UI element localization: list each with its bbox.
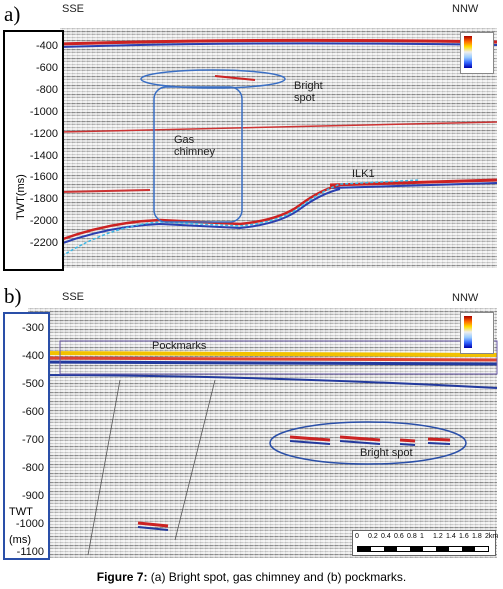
direction: SSE	[62, 291, 85, 303]
tick-label: -2000	[29, 215, 58, 228]
scale-label: 0.8	[407, 533, 417, 540]
scale-label: 0	[355, 533, 359, 540]
scale-label: 1.6	[459, 533, 469, 540]
tick-label: -1600	[29, 171, 58, 184]
scale-label: 1.4	[446, 533, 456, 540]
scale-label: 2km	[485, 533, 499, 540]
colorbar	[460, 312, 494, 354]
scale-label: 0.2	[368, 533, 378, 540]
direction: SSE	[62, 3, 85, 15]
tick-label: -400	[21, 350, 44, 362]
annotation: Pockmarks	[152, 340, 207, 352]
axis-title: TWT(ms)	[15, 174, 27, 220]
panel-label: a)	[4, 2, 21, 26]
direction: NNW	[452, 292, 479, 304]
annotation: Bright spot	[360, 447, 413, 459]
caption-label: Figure 7:	[96, 570, 148, 584]
tick-label: -900	[21, 490, 44, 502]
axis-box: TWT(ms) -400 -600 -800 -1000 -1200 -1400 -1600…	[3, 30, 64, 271]
tick-label: -500	[21, 378, 44, 390]
scale-label: 1	[420, 533, 424, 540]
tick-label: -1100	[16, 546, 44, 558]
tick-label: -2200	[29, 237, 58, 250]
scale-label: 1.2	[433, 533, 443, 540]
axis-box: -300 -400 -500 -600 -700 -800 -900 -1000 -1100 TW…	[3, 312, 50, 560]
annotation: ILK1	[352, 168, 375, 180]
tick-label: -800	[21, 462, 44, 474]
tick-label: -1800	[29, 193, 58, 206]
caption-text: (a) Bright spot, gas chimney and (b) poc…	[150, 570, 407, 584]
seismic-section	[28, 308, 497, 558]
axis-title: (ms)	[9, 534, 31, 546]
tick-label: -1000	[15, 518, 44, 530]
scale-bar: 0 0.2 0.4 0.6 0.8 1 1.2 1.4 1.6 1.8 2km	[352, 530, 499, 556]
tick-label: -300	[21, 322, 44, 334]
panel-label: b)	[4, 284, 22, 308]
caption: Figure 7: (a) Bright spot, gas chimney a…	[0, 570, 503, 584]
annotation: Gas chimney	[174, 134, 215, 158]
tick-label: -700	[21, 434, 44, 446]
seismic-section	[60, 28, 497, 268]
direction: NNW	[452, 3, 479, 15]
tick-label: -600	[35, 61, 58, 74]
colorbar	[460, 32, 494, 74]
tick-label: -400	[35, 40, 58, 52]
tick-label: -1400	[29, 149, 58, 162]
scale-label: 1.8	[472, 533, 482, 540]
axis-title: TWT	[9, 506, 33, 518]
scale-label: 0.6	[394, 533, 404, 540]
tick-label: -800	[35, 83, 58, 96]
annotation: Bright spot	[294, 80, 323, 104]
tick-label: -600	[21, 406, 44, 418]
tick-label: -1000	[29, 105, 58, 118]
tick-label: -1200	[29, 127, 58, 140]
scale-label: 0.4	[381, 533, 391, 540]
